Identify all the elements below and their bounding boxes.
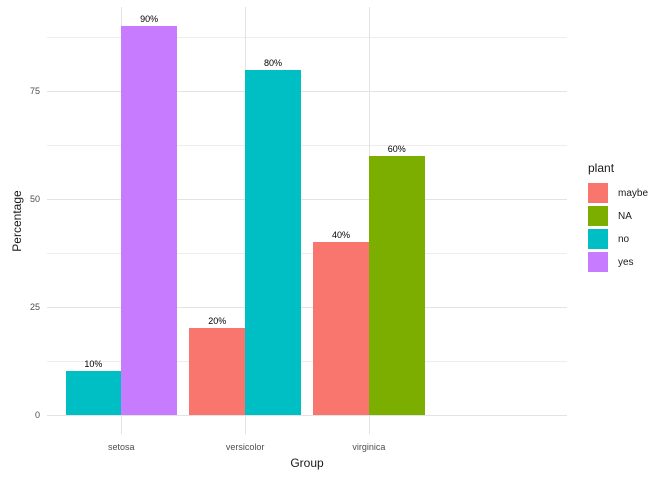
legend-item-label: maybe [618, 187, 649, 199]
y-axis-title: Percentage [10, 190, 24, 252]
legend-item: maybe [588, 183, 648, 203]
bar-value-label: 90% [140, 14, 159, 25]
bar-setosa-no [65, 371, 122, 415]
minor-gridline [47, 145, 567, 147]
y-tick-label: 50 [29, 193, 40, 204]
bar-value-label: 20% [208, 316, 227, 327]
y-tick-label: 0 [34, 409, 40, 420]
bar-virginica-maybe [313, 242, 369, 415]
bar-value-label: 10% [84, 359, 103, 370]
legend-item-label: yes [618, 256, 634, 268]
minor-gridline [47, 360, 567, 362]
major-gridline [47, 306, 567, 308]
major-gridline [47, 198, 567, 200]
legend-item: NA [588, 206, 648, 226]
bar-value-label: 80% [263, 57, 282, 68]
bar-versicolor-no [245, 69, 301, 415]
x-tick-label: versicolor [225, 442, 265, 452]
legend-item: no [588, 229, 648, 249]
yes-legend-key-swatch [588, 252, 608, 272]
minor-gridline [47, 37, 567, 39]
legend: plant maybe NA no yes [588, 161, 648, 275]
bar-virginica-NA [368, 155, 425, 415]
y-tick-label: 75 [29, 86, 40, 97]
legend-item-label: NA [618, 210, 632, 222]
x-axis-title: Group [290, 456, 324, 470]
major-gridline [47, 414, 567, 416]
x-tick-label: virginica [352, 442, 386, 452]
bar-setosa-yes [121, 26, 177, 415]
legend-title: plant [588, 161, 615, 175]
legend-items: maybe NA no yes [588, 183, 648, 272]
y-tick-label: 25 [29, 301, 40, 312]
NA-legend-key-swatch [588, 206, 608, 226]
bar-value-label: 60% [387, 143, 406, 154]
x-tick-label: setosa [108, 442, 135, 452]
bar-versicolor-maybe [189, 328, 246, 415]
legend-item-label: no [618, 233, 630, 245]
minor-gridline [47, 252, 567, 254]
legend-item: yes [588, 252, 648, 272]
major-gridline [47, 91, 567, 93]
no-legend-key-swatch [588, 229, 608, 249]
maybe-legend-key-swatch [588, 183, 608, 203]
bar-value-label: 40% [332, 230, 351, 241]
